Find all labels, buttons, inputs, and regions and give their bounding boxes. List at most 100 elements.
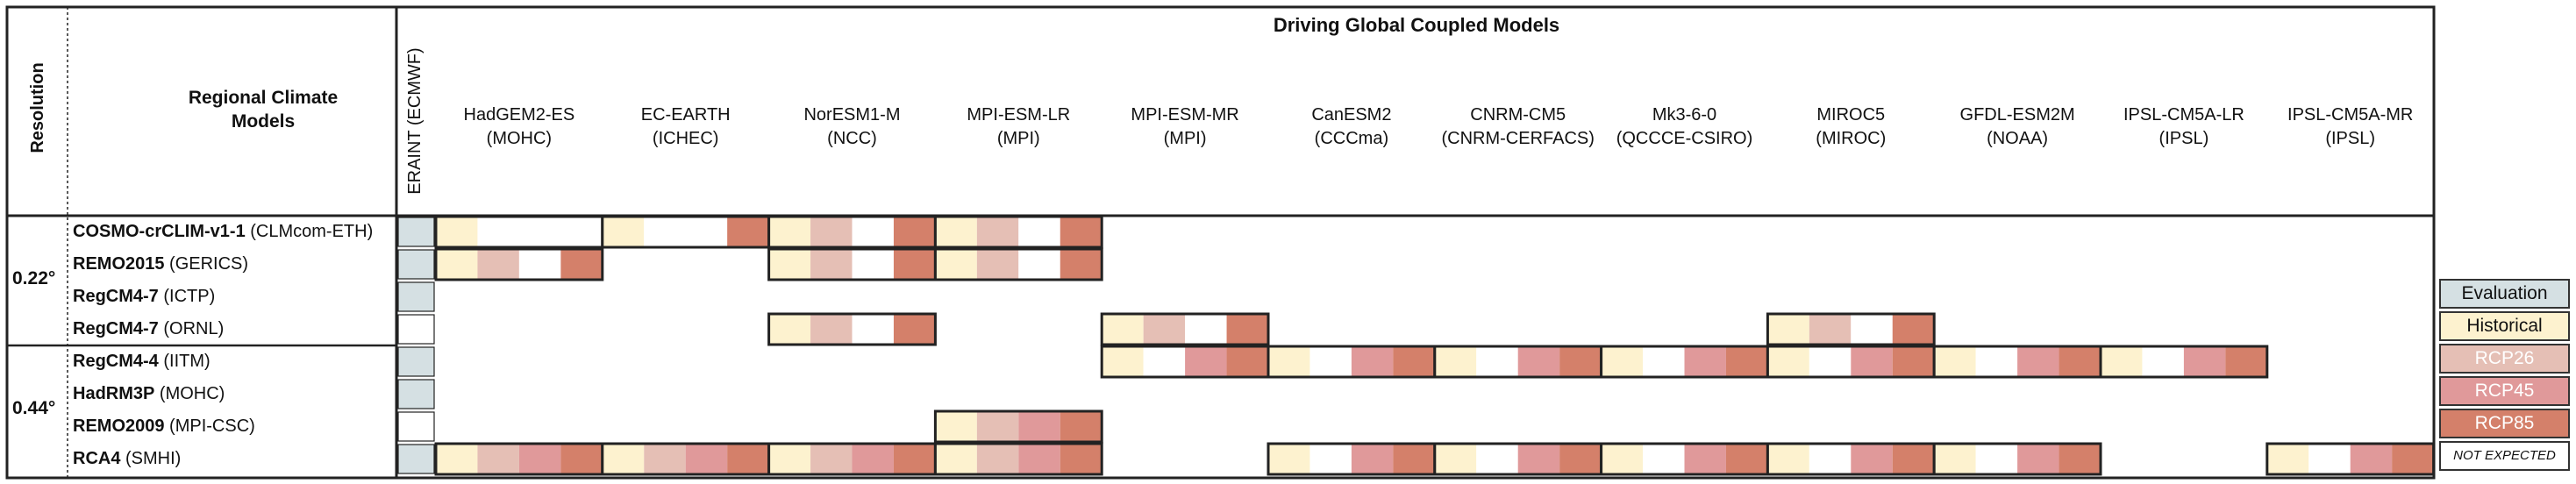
scenario-cell-rcp45 — [1851, 444, 1893, 474]
gcm-run-box — [2266, 442, 2436, 476]
rcm-name: RegCM4-7 — [73, 319, 159, 338]
rcm-name: RCA4 — [73, 449, 121, 468]
scenario-cell-historical — [1934, 444, 1976, 474]
gcm-header: Mk3-6-0 (QCCCE-CSIRO) — [1602, 103, 1768, 151]
rcm-institution: (IITM) — [158, 352, 211, 371]
scenario-cell-rcp26 — [976, 444, 1019, 474]
gcm-name: GFDL-ESM2M — [1959, 105, 2075, 125]
scenario-cell-historical — [768, 249, 811, 280]
gcm-institution: (MOHC) — [486, 129, 553, 148]
scenario-cell-rcp85 — [1060, 444, 1102, 474]
scenario-cell-rcp85 — [893, 314, 936, 345]
gcm-institution: (QCCCE-CSIRO) — [1616, 129, 1753, 148]
scenario-cell-rcp45 — [1018, 411, 1060, 442]
gcm-institution: (NOAA) — [1987, 129, 2049, 148]
scenario-cell-historical — [1102, 314, 1144, 345]
gcm-institution: (CCCma) — [1314, 129, 1389, 148]
scenario-cell-rcp45 — [1684, 444, 1726, 474]
scenario-cell-rcp45 — [1018, 249, 1060, 280]
scenario-cell-rcp26 — [1309, 346, 1352, 377]
resolution-label: 0.44° — [12, 398, 56, 418]
gcm-run-box — [767, 312, 937, 346]
scenario-cell-historical — [935, 411, 977, 442]
scenario-cell-rcp45 — [518, 444, 561, 474]
scenario-cell-rcp26 — [2308, 444, 2351, 474]
scenario-cell-rcp45 — [852, 217, 894, 247]
scenario-cell-rcp85 — [1559, 346, 1602, 377]
scenario-cell-rcp45 — [852, 444, 894, 474]
gcm-institution: (MIROC) — [1816, 129, 1887, 148]
gcm-institution: (MPI) — [996, 129, 1040, 148]
scenario-cell-historical — [1767, 444, 1809, 474]
scenario-cell-historical — [935, 249, 977, 280]
gcm-header: IPSL-CM5A-MR (IPSL) — [2267, 103, 2434, 151]
rcm-row-label: RegCM4-7 (ICTP) — [73, 287, 215, 307]
rcm-name: HadRM3P — [73, 384, 155, 403]
scenario-cell-rcp85 — [1725, 444, 1768, 474]
scenario-cell-rcp85 — [2225, 346, 2267, 377]
rcm-row-label: RegCM4-4 (IITM) — [73, 352, 211, 372]
rcm-row-label: REMO2009 (MPI-CSC) — [73, 416, 255, 437]
scenario-cell-historical — [1268, 346, 1310, 377]
rcm-institution: (MPI-CSC) — [164, 416, 255, 436]
scenario-cell-rcp45 — [852, 314, 894, 345]
scenario-cell-rcp45 — [1018, 217, 1060, 247]
resolution-header: Resolution — [28, 62, 47, 153]
gcm-header: MPI-ESM-LR (MPI) — [935, 103, 1102, 151]
scenario-cell-rcp26 — [1309, 444, 1352, 474]
scenario-cell-rcp85 — [893, 249, 936, 280]
gcm-header: HadGEM2-ES (MOHC) — [436, 103, 603, 151]
gcm-name: MIROC5 — [1816, 105, 1886, 125]
gcm-name: IPSL-CM5A-LR — [2123, 105, 2244, 125]
scenario-cell-rcp26 — [1476, 444, 1518, 474]
gcm-run-box — [2099, 345, 2269, 379]
gcm-run-box — [1766, 312, 1936, 346]
scenario-cell-rcp85 — [893, 217, 936, 247]
table-frame — [5, 5, 2436, 480]
gcm-institution: (ICHEC) — [652, 129, 719, 148]
scenario-cell-historical — [2101, 346, 2143, 377]
scenario-cell-rcp26 — [1143, 346, 1186, 377]
rcm-name: REMO2015 — [73, 254, 165, 274]
scenario-cell-historical — [1434, 346, 1477, 377]
gcm-header: NorESM1-M (NCC) — [769, 103, 936, 151]
evaluation-cell — [397, 444, 435, 474]
scenario-cell-rcp26 — [1809, 314, 1852, 345]
scenario-cell-historical — [1934, 346, 1976, 377]
evaluation-cell — [397, 314, 435, 345]
gcm-run-box — [434, 247, 604, 281]
gcm-header: MIROC5 (MIROC) — [1767, 103, 1934, 151]
scenario-cell-historical — [436, 444, 478, 474]
scenario-cell-historical — [768, 217, 811, 247]
scenario-cell-historical — [1767, 314, 1809, 345]
gcm-institution: (IPSL) — [2159, 129, 2209, 148]
gcm-run-box — [933, 247, 1103, 281]
scenario-cell-historical — [1767, 346, 1809, 377]
rcm-row-label: RegCM4-7 (ORNL) — [73, 319, 224, 339]
scenario-cell-rcp45 — [518, 217, 561, 247]
scenario-cell-rcp26 — [1476, 346, 1518, 377]
gcm-header: CanESM2 (CCCma) — [1268, 103, 1435, 151]
gcm-institution: (IPSL) — [2325, 129, 2376, 148]
gcm-header: IPSL-CM5A-LR (IPSL) — [2101, 103, 2267, 151]
scenario-cell-rcp26 — [477, 444, 519, 474]
scenario-cell-historical — [1268, 444, 1310, 474]
driving-models-title: Driving Global Coupled Models — [1273, 14, 1560, 36]
scenario-cell-rcp85 — [1393, 444, 1435, 474]
rcm-name: RegCM4-4 — [73, 352, 159, 371]
scenario-cell-rcp26 — [1975, 444, 2018, 474]
legend-item: RCP26 — [2439, 344, 2570, 374]
scenario-cell-historical — [935, 444, 977, 474]
scenario-cell-rcp85 — [560, 249, 603, 280]
scenario-cell-rcp26 — [810, 314, 853, 345]
evaluation-cell — [397, 379, 435, 409]
scenario-cell-rcp45 — [685, 217, 728, 247]
scenario-cell-rcp26 — [1643, 444, 1685, 474]
scenario-cell-rcp85 — [2059, 444, 2101, 474]
scenario-cell-historical — [436, 217, 478, 247]
scenario-cell-rcp26 — [644, 444, 686, 474]
scenario-cell-rcp26 — [1143, 314, 1186, 345]
rcm-row-label: REMO2015 (GERICS) — [73, 254, 248, 274]
scenario-cell-rcp26 — [2142, 346, 2184, 377]
